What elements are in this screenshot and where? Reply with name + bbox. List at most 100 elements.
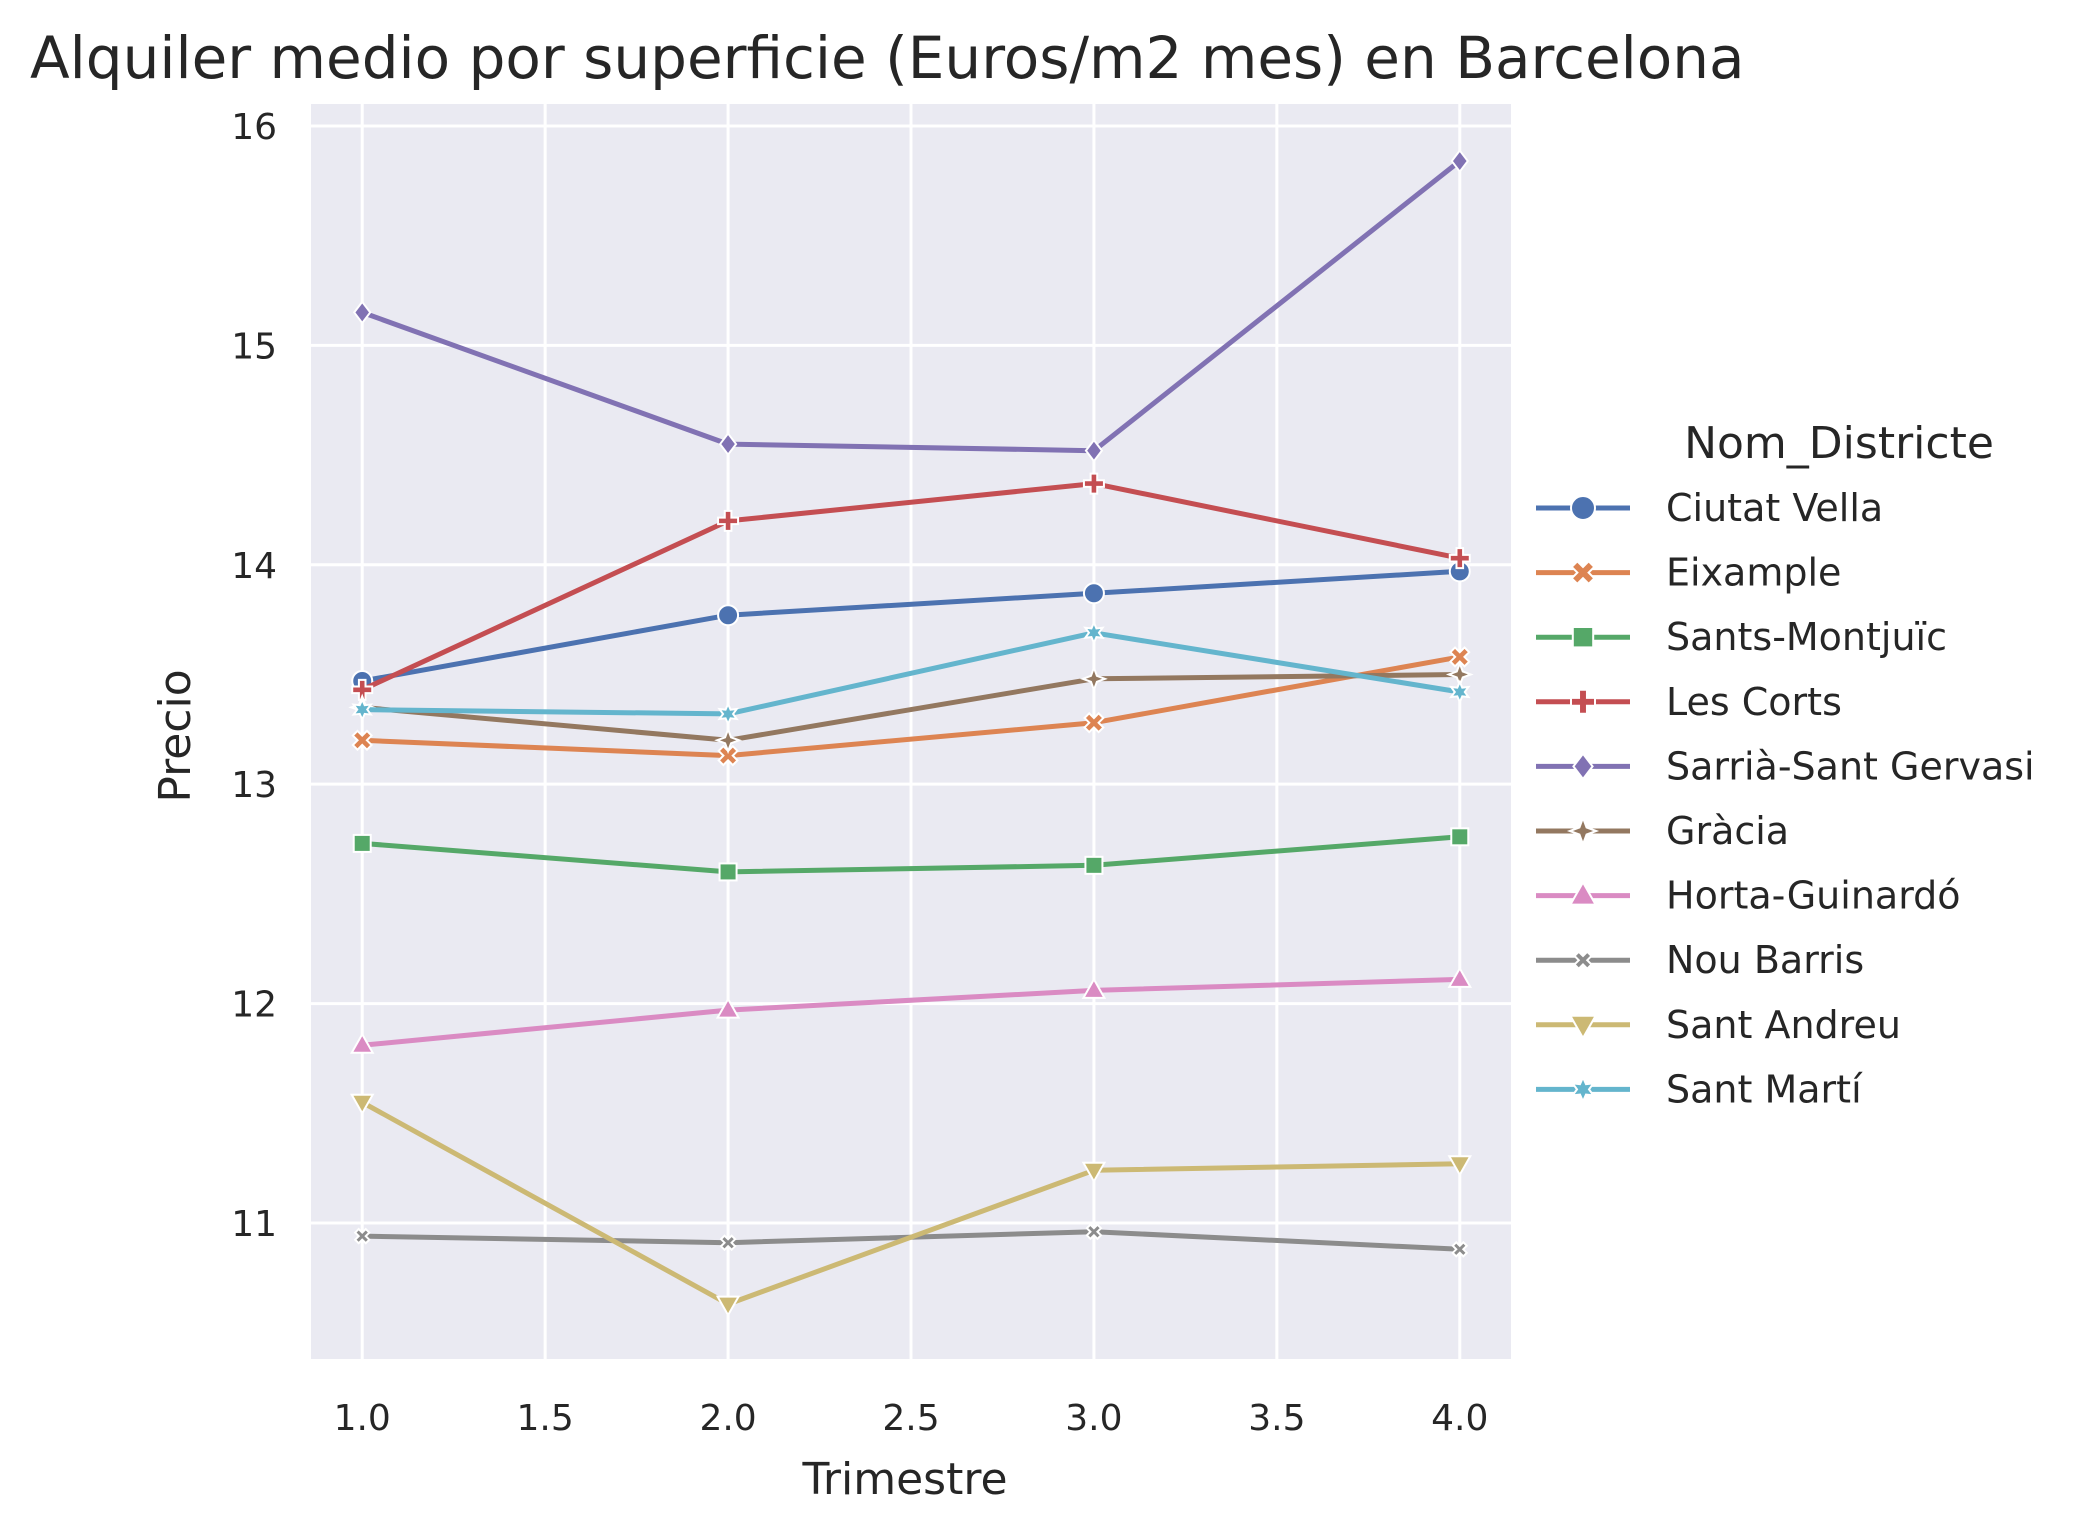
legend-marker — [1566, 814, 1600, 848]
series-line — [359, 568, 1463, 684]
legend-marker — [1571, 626, 1595, 649]
y-tick-label: 13 — [231, 765, 277, 806]
x-tick-label: 1.5 — [517, 1398, 574, 1439]
data-point — [1448, 679, 1471, 705]
legend-label: Les Corts — [1666, 680, 1842, 724]
data-point — [714, 726, 742, 755]
legend-marker — [1570, 688, 1596, 715]
grid-lines — [311, 104, 1511, 1359]
legend-marker — [1573, 950, 1593, 971]
data-point — [717, 509, 740, 532]
legend: Nom_Districte Ciutat Vella Eixample Sants-… — [1536, 418, 2035, 1111]
data-point — [351, 729, 374, 752]
x-tick-label: 3.5 — [1248, 1398, 1305, 1439]
legend-label: Sarrià-Sant Gervasi — [1666, 744, 2035, 788]
data-point — [718, 431, 738, 457]
data-point — [1082, 472, 1105, 495]
data-point — [350, 1093, 375, 1116]
series-sant-andreu — [350, 1093, 1472, 1318]
y-axis-label: Precio — [150, 669, 201, 802]
series-line — [359, 654, 1463, 759]
data-point — [715, 997, 741, 1019]
series-line — [359, 834, 1463, 875]
legend-marker — [1570, 559, 1596, 586]
series-line — [359, 672, 1463, 743]
data-point — [1448, 646, 1471, 668]
series-line — [359, 1099, 1463, 1307]
x-tick-label: 1.0 — [334, 1398, 391, 1439]
data-point — [1080, 664, 1108, 693]
data-point — [351, 678, 374, 701]
data-point — [353, 1227, 371, 1245]
legend-label: Sant Martí — [1666, 1067, 1863, 1111]
x-tick-label: 2.0 — [699, 1398, 756, 1439]
legend-marker — [1568, 1014, 1598, 1041]
legend-label: Horta-Guinardó — [1666, 874, 1961, 918]
data-point — [1451, 1240, 1469, 1258]
x-tick-label: 4.0 — [1431, 1398, 1488, 1439]
y-tick-label: 14 — [231, 546, 277, 587]
data-point — [719, 1234, 737, 1252]
legend-marker — [1568, 880, 1598, 906]
series-horta-guinard- — [350, 966, 1472, 1054]
data-point — [350, 1032, 375, 1054]
data-point — [352, 833, 372, 853]
legend-marker — [1572, 752, 1594, 781]
data-point — [1081, 1161, 1107, 1184]
series-sarri-sant-gervasi — [352, 148, 1470, 463]
y-tick-label: 15 — [231, 326, 277, 367]
series-line — [359, 976, 1463, 1048]
data-point — [717, 701, 739, 727]
legend-item: Eixample — [1536, 551, 1841, 595]
data-point — [1083, 711, 1105, 734]
legend-label: Eixample — [1666, 551, 1841, 595]
series-eixample — [351, 646, 1471, 767]
x-tick-label: 3.0 — [1065, 1398, 1122, 1439]
data-point — [1085, 1223, 1103, 1241]
y-axis-ticks: 11 12 13 14 15 16 — [231, 107, 277, 1245]
data-point — [1084, 438, 1104, 463]
data-point — [1448, 547, 1471, 570]
series-line — [359, 158, 1463, 454]
legend-marker — [1570, 1074, 1596, 1104]
legend-label: Sants-Montjuïc — [1666, 615, 1947, 659]
series-sants-montju-c — [352, 827, 1470, 882]
y-tick-label: 11 — [231, 1204, 277, 1245]
legend-item: Sants-Montjuïc — [1536, 615, 1947, 659]
x-tick-label: 2.5 — [882, 1398, 939, 1439]
series-line — [359, 630, 1463, 717]
chart-title: Alquiler medio por superficie (Euros/m2 … — [30, 24, 1745, 92]
data-point — [718, 862, 738, 882]
legend-label: Nou Barris — [1666, 938, 1864, 982]
data-point — [1450, 148, 1470, 174]
y-tick-label: 16 — [231, 107, 277, 148]
series-layer — [348, 148, 1474, 1318]
data-point — [717, 744, 739, 767]
legend-marker — [1570, 495, 1596, 521]
legend-item: Sant Andreu — [1536, 1003, 1901, 1047]
legend-item: Gràcia — [1536, 809, 1789, 853]
data-point — [352, 300, 372, 325]
legend-item: Horta-Guinardó — [1536, 874, 1961, 918]
legend-item: Sarrià-Sant Gervasi — [1536, 744, 2035, 788]
legend-label: Sant Andreu — [1666, 1003, 1901, 1047]
y-tick-label: 12 — [231, 985, 277, 1026]
data-point — [351, 697, 374, 723]
data-point — [1447, 966, 1472, 988]
data-point — [715, 1295, 741, 1318]
legend-label: Gràcia — [1666, 809, 1789, 853]
data-point — [1081, 977, 1107, 999]
x-axis-label: Trimestre — [801, 1454, 1007, 1505]
legend-item: Ciutat Vella — [1536, 486, 1883, 530]
data-point — [1084, 855, 1104, 875]
series-line — [359, 481, 1463, 693]
series-les-corts — [351, 472, 1471, 701]
x-axis-ticks: 1.0 1.5 2.0 2.5 3.0 3.5 4.0 — [334, 1398, 1489, 1439]
legend-item: Nou Barris — [1536, 938, 1864, 982]
data-point — [1082, 582, 1105, 605]
legend-item: Les Corts — [1536, 680, 1842, 724]
data-point — [1450, 827, 1470, 847]
legend-title: Nom_Districte — [1684, 418, 1994, 469]
data-point — [1447, 1155, 1472, 1177]
